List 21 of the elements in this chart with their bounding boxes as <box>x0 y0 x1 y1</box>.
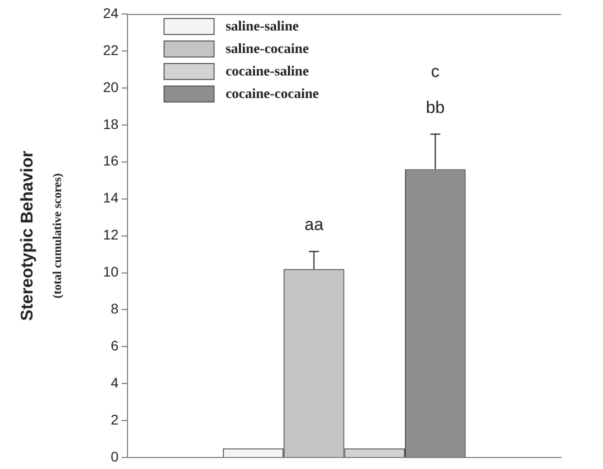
y-tick-label: 4 <box>110 374 119 391</box>
annotation: c <box>431 62 440 81</box>
legend-label: saline-cocaine <box>226 42 309 58</box>
legend-label: cocaine-saline <box>226 64 309 80</box>
y-tick-label: 12 <box>102 226 119 243</box>
legend-label: saline-saline <box>226 20 299 35</box>
y-tick-label: 24 <box>102 4 119 21</box>
y-tick-label: 8 <box>110 300 119 317</box>
legend-label: cocaine-cocaine <box>226 87 319 102</box>
y-tick-label: 10 <box>102 264 119 280</box>
y-tick-label: 18 <box>102 116 119 132</box>
annotation: bb <box>426 98 445 117</box>
y-tick-label: 2 <box>110 411 119 428</box>
y-tick-label: 22 <box>102 42 119 58</box>
y-tick-label: 6 <box>110 338 119 354</box>
y-tick-label: 16 <box>102 152 119 169</box>
annotation: aa <box>304 215 324 234</box>
y-axis-title: Stereotypic Behavior (total cumulative scores) <box>18 150 64 321</box>
y-tick-label: 0 <box>110 448 119 464</box>
y-tick-label: 20 <box>102 78 119 95</box>
y-tick-label: 14 <box>102 190 119 206</box>
